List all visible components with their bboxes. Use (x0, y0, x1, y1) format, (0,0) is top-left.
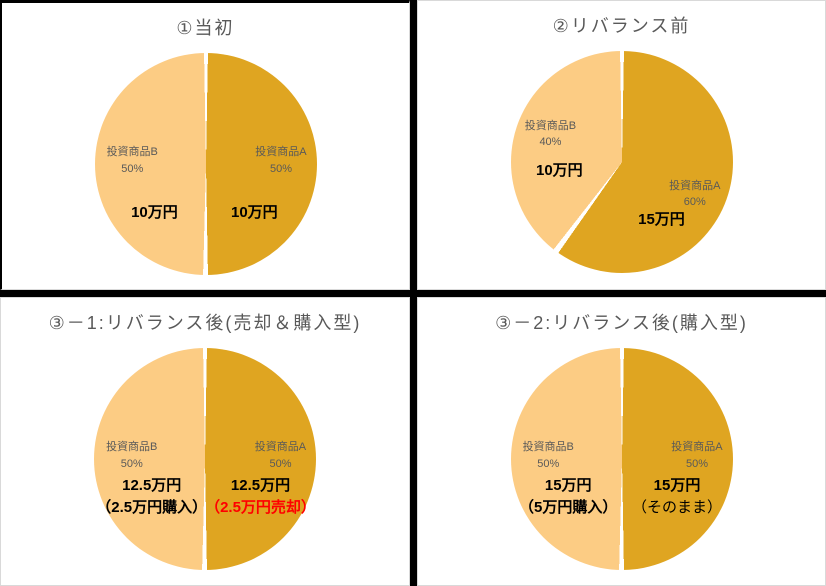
slice-label-product-a: 投資商品A 50% (671, 439, 722, 472)
slice-amount-product-b: 12.5万円 （2.5万円購入） (96, 475, 207, 520)
amount-value: 15万円 (638, 210, 685, 228)
slice-percent: 40% (539, 136, 562, 149)
amount-value: 10万円 (230, 203, 278, 221)
slice-label-product-a: 投資商品A 50% (255, 144, 306, 177)
amount-value: 15万円 (544, 476, 592, 494)
slice-amount-product-b: 10万円 (131, 202, 178, 225)
amount-note-buy: （2.5万円購入） (96, 499, 208, 517)
slice-amount-product-a: 15万円 (638, 209, 685, 232)
chart-title: ③－2:リバランス後(購入型) (495, 313, 748, 333)
slice-amount-product-a: 12.5万円 （2.5万円売却） (205, 475, 316, 520)
slice-name: 投資商品A (255, 146, 307, 159)
amount-value: 12.5万円 (230, 476, 291, 494)
chart-panel-after-rebalance-sell-and-buy: ③－1:リバランス後(売却＆購入型) 投資商品B 50% 投資商品A 50% 1… (0, 297, 410, 586)
amount-value: 10万円 (535, 161, 583, 179)
amount-note-unchanged: （そのまま） (631, 499, 723, 517)
slice-name: 投資商品B (524, 119, 577, 132)
slice-name: 投資商品A (669, 179, 721, 192)
slice-percent: 50% (120, 457, 143, 470)
pie-chart: 投資商品B 50% 投資商品A 50% 15万円 （5万円購入） 15万円 （そ… (510, 348, 733, 570)
slice-percent: 50% (269, 162, 292, 175)
slice-label-product-b: 投資商品B 40% (525, 118, 576, 151)
slice-percent: 50% (685, 457, 708, 470)
slice-amount-product-b: 10万円 (536, 160, 583, 183)
slice-amount-product-a: 10万円 (231, 202, 278, 225)
amount-value: 15万円 (653, 476, 701, 494)
chart-panel-after-rebalance-buy-only: ③－2:リバランス後(購入型) 投資商品B 50% 投資商品A 50% 15万円… (417, 297, 826, 586)
slice-name: 投資商品A (254, 441, 307, 454)
slice-name: 投資商品B (522, 441, 574, 454)
pie-chart: 投資商品B 40% 投資商品A 60% 10万円 15万円 (510, 51, 733, 273)
slice-name: 投資商品A (671, 441, 723, 454)
slice-label-product-a: 投資商品A 50% (255, 439, 306, 472)
slice-label-product-b: 投資商品B 50% (107, 144, 158, 177)
amount-value: 10万円 (131, 203, 178, 221)
chart-panel-initial: ①当初 投資商品B 50% 投資商品A 50% 10万円 10万円 (0, 0, 410, 290)
slice-amount-product-b: 15万円 （5万円購入） (519, 475, 617, 520)
chart-title: ①当初 (176, 18, 235, 38)
slice-percent: 50% (537, 457, 560, 470)
amount-note-sell: （2.5万円売却） (205, 499, 316, 517)
slice-amount-product-a: 15万円 （そのまま） (632, 475, 722, 520)
amount-note-buy: （5万円購入） (519, 499, 618, 517)
chart-panel-before-rebalance: ②リバランス前 投資商品B 40% 投資商品A 60% 10万円 15万円 (417, 0, 826, 290)
chart-title: ②リバランス前 (552, 16, 691, 36)
slice-label-product-b: 投資商品B 50% (523, 439, 574, 472)
slice-label-product-a: 投資商品A 60% (669, 178, 720, 211)
slice-percent: 50% (269, 457, 292, 470)
slice-name: 投資商品B (106, 146, 158, 159)
slice-percent: 50% (121, 162, 144, 175)
amount-value: 12.5万円 (122, 476, 182, 494)
slice-name: 投資商品B (106, 441, 158, 454)
slice-percent: 60% (683, 196, 706, 209)
chart-title: ③－1:リバランス後(売却＆購入型) (48, 313, 362, 333)
pie-chart: 投資商品B 50% 投資商品A 50% 12.5万円 （2.5万円購入） 12.… (94, 348, 316, 570)
pie-chart: 投資商品B 50% 投資商品A 50% 10万円 10万円 (94, 53, 317, 275)
slice-label-product-b: 投資商品B 50% (106, 439, 157, 472)
